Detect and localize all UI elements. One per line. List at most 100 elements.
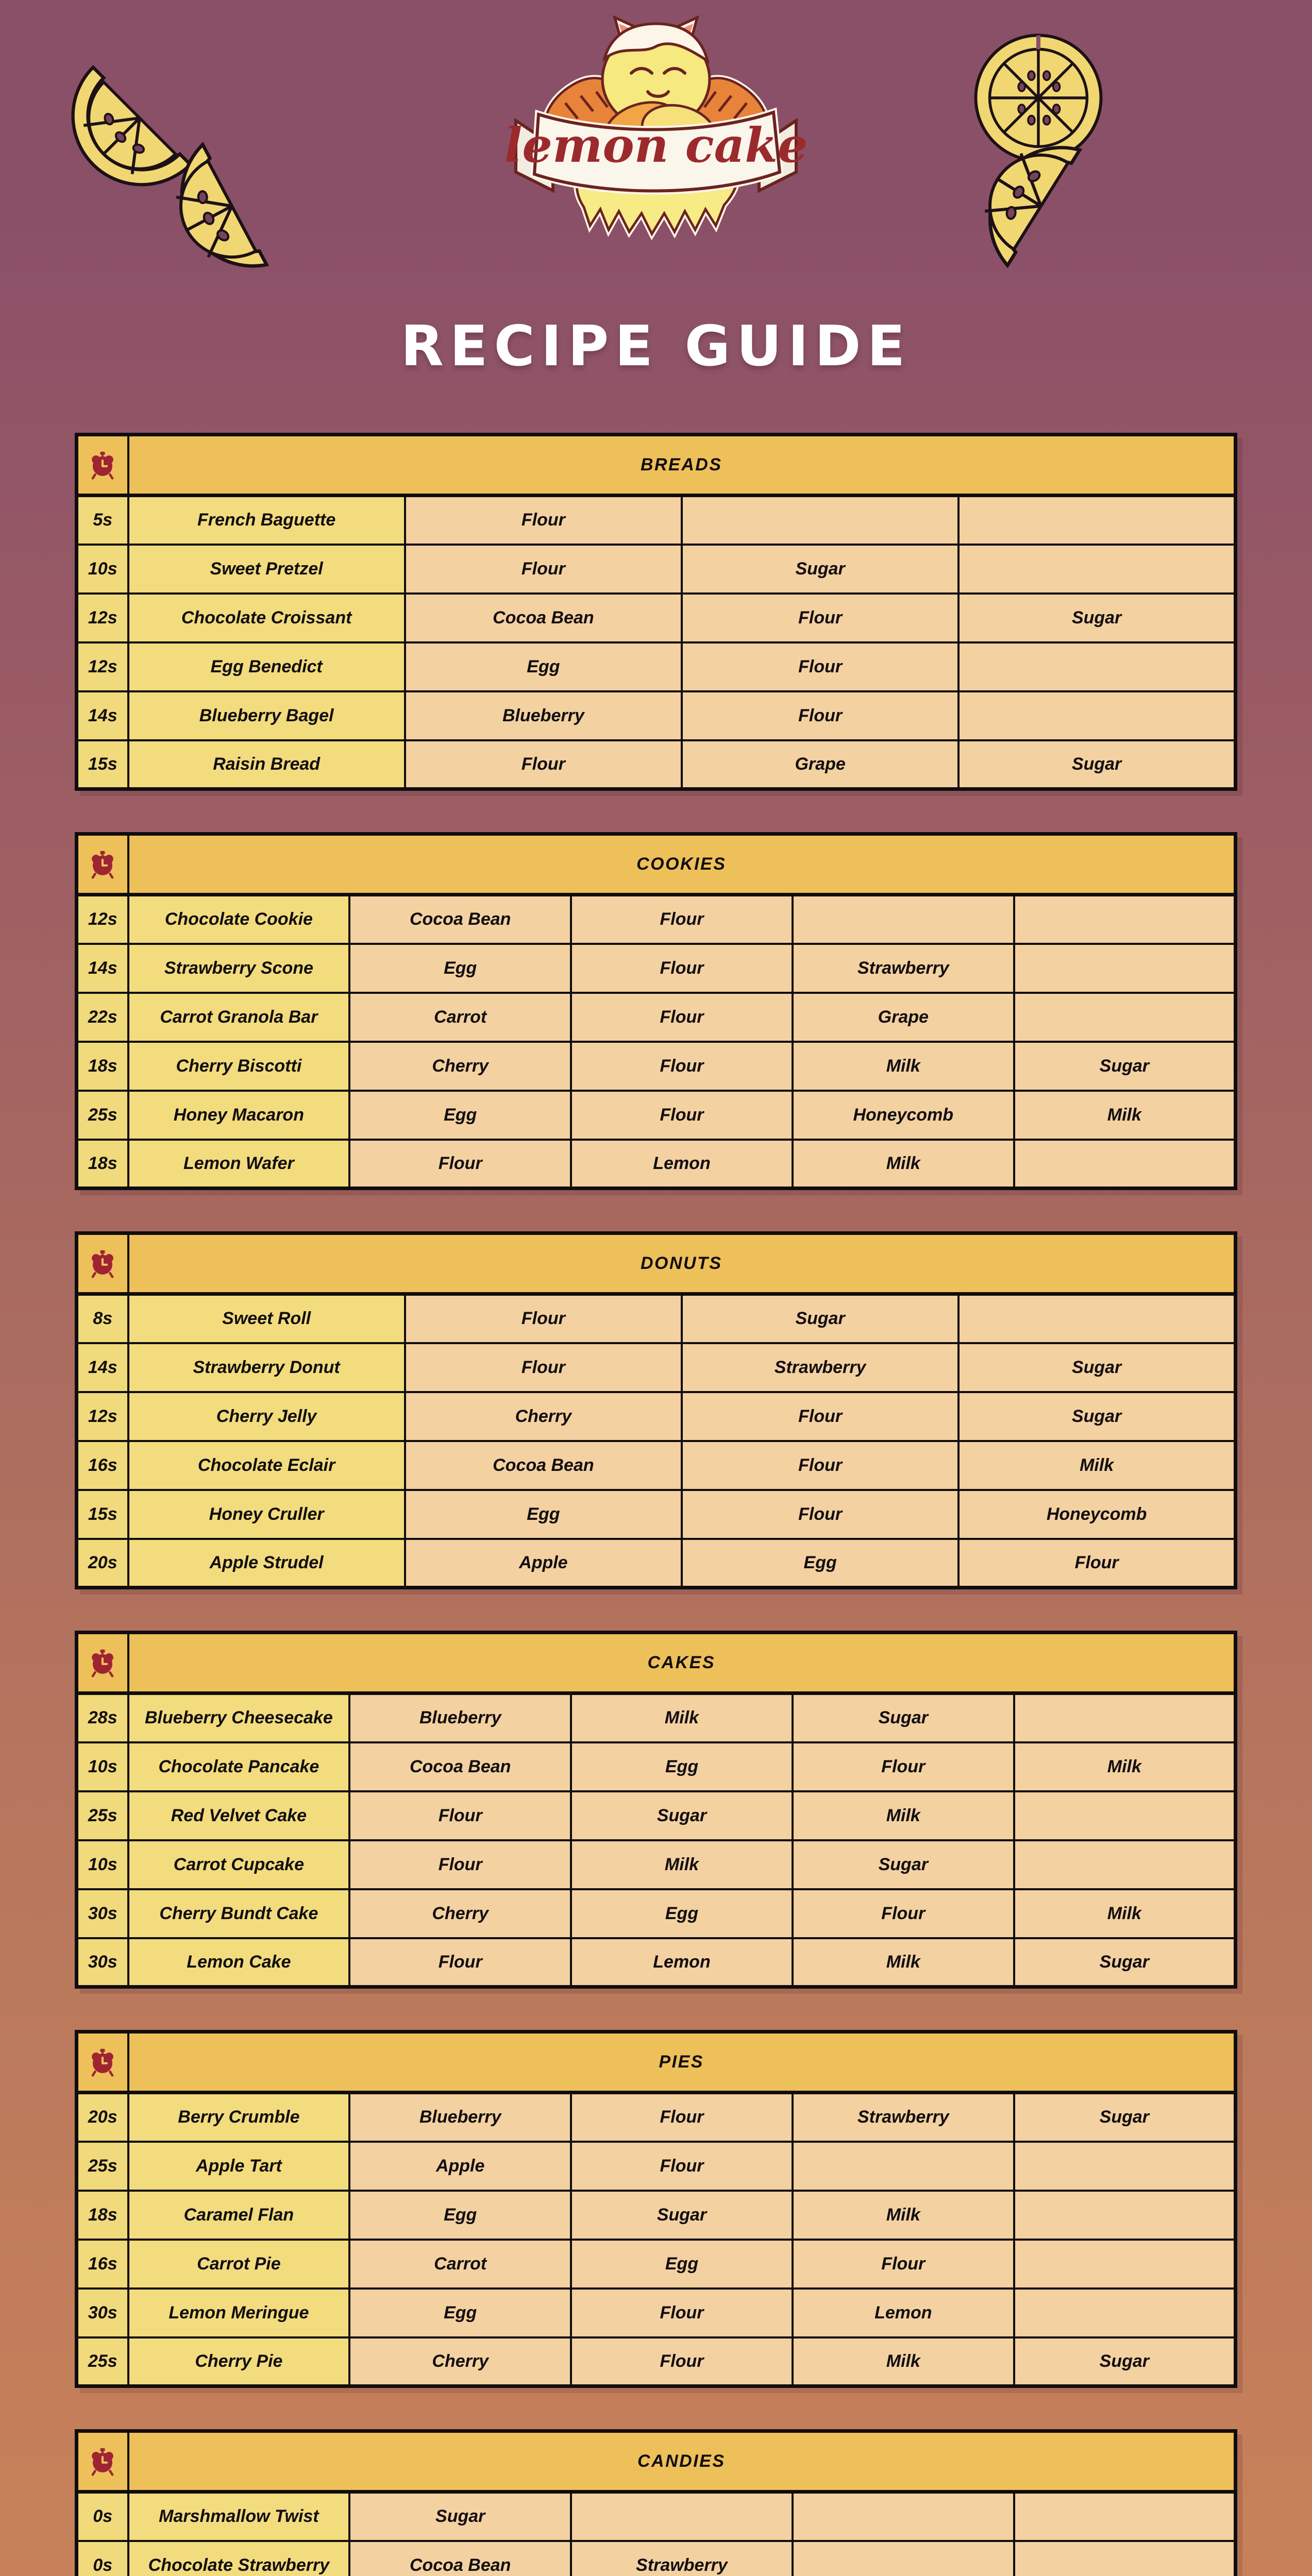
table-row: 12s Chocolate Cookie Cocoa Bean Flour <box>75 893 1237 945</box>
recipe-ingredient-cell <box>1013 893 1237 945</box>
recipe-ingredient-cell: Flour <box>791 1888 1015 1939</box>
recipe-name-cell: Cherry Biscotti <box>127 1040 351 1092</box>
recipe-time-cell: 0s <box>75 2539 129 2576</box>
recipe-ingredient-cell: Apple <box>403 1537 683 1589</box>
recipe-ingredient-cell: Flour <box>403 543 683 595</box>
table-row: 25s Cherry Pie Cherry Flour Milk Sugar <box>75 2336 1237 2387</box>
recipe-table-cakes: CAKES 28s Blueberry Cheesecake Blueberry Mil… <box>75 1631 1237 1989</box>
table-row: 25s Apple Tart Apple Flour <box>75 2140 1237 2192</box>
recipe-name-cell: Chocolate Croissant <box>127 592 406 643</box>
recipe-ingredient-cell: Flour <box>791 2238 1015 2290</box>
recipe-name-cell: Honey Cruller <box>127 1488 406 1540</box>
recipe-ingredient-cell: Flour <box>680 1488 960 1540</box>
recipe-ingredient-cell: Grape <box>791 991 1015 1043</box>
recipe-time-cell: 20s <box>75 1537 129 1589</box>
recipe-time-cell: 10s <box>75 1741 129 1792</box>
recipe-ingredient-cell <box>1013 1839 1237 1890</box>
recipe-name-cell: French Baguette <box>127 494 406 546</box>
recipe-ingredient-cell: Egg <box>570 1888 794 1939</box>
table-row: 30s Lemon Cake Flour Lemon Milk Sugar <box>75 1937 1237 1988</box>
recipe-ingredient-cell: Milk <box>570 1839 794 1890</box>
recipe-ingredient-cell: Flour <box>348 1138 573 1190</box>
recipe-time-cell: 14s <box>75 690 129 741</box>
recipe-ingredient-cell: Sugar <box>1013 1937 1237 1988</box>
table-header-row: PIES <box>75 2030 1237 2094</box>
recipe-time-cell: 25s <box>75 2140 129 2192</box>
lemon-cake-logo: lemon cake <box>440 5 872 294</box>
table-row: 15s Raisin Bread Flour Grape Sugar <box>75 739 1237 790</box>
recipe-ingredient-cell <box>680 494 960 546</box>
alarm-clock-icon <box>75 2030 129 2094</box>
recipe-ingredient-cell: Carrot <box>348 991 573 1043</box>
recipe-name-cell: Chocolate Eclair <box>127 1439 406 1491</box>
lemon-wedge-right-icon <box>964 129 1118 286</box>
recipe-time-cell: 22s <box>75 991 129 1043</box>
recipe-ingredient-cell: Egg <box>570 1741 794 1792</box>
recipe-time-cell: 18s <box>75 1138 129 1190</box>
table-row: 12s Chocolate Croissant Cocoa Bean Flour Sug… <box>75 592 1237 643</box>
recipe-name-cell: Raisin Bread <box>127 739 406 790</box>
recipe-time-cell: 25s <box>75 1089 129 1141</box>
recipe-time-cell: 28s <box>75 1692 129 1743</box>
recipe-time-cell: 16s <box>75 1439 129 1491</box>
recipe-ingredient-cell <box>1013 2189 1237 2241</box>
recipe-ingredient-cell: Milk <box>1013 1741 1237 1792</box>
recipe-time-cell: 8s <box>75 1293 129 1344</box>
lemon-slice-icon <box>969 28 1108 170</box>
table-row: 0s Chocolate Strawberry Cocoa Bean Strawber… <box>75 2539 1237 2576</box>
recipe-ingredient-cell: Flour <box>791 1741 1015 1792</box>
recipe-time-cell: 15s <box>75 739 129 790</box>
recipe-ingredient-cell: Flour <box>570 893 794 945</box>
recipe-name-cell: Sweet Pretzel <box>127 543 406 595</box>
recipe-ingredient-cell: Lemon <box>570 1937 794 1988</box>
recipe-ingredient-cell: Honeycomb <box>957 1488 1237 1540</box>
recipe-time-cell: 10s <box>75 543 129 595</box>
recipe-ingredient-cell: Lemon <box>570 1138 794 1190</box>
recipe-ingredient-cell: Flour <box>680 1439 960 1491</box>
recipe-ingredient-cell: Flour <box>570 2091 794 2143</box>
recipe-ingredient-cell: Cherry <box>348 2336 573 2387</box>
recipe-name-cell: Apple Strudel <box>127 1537 406 1589</box>
recipe-ingredient-cell <box>1013 2539 1237 2576</box>
recipe-ingredient-cell: Cherry <box>348 1888 573 1939</box>
recipe-ingredient-cell: Flour <box>570 2140 794 2192</box>
recipe-ingredient-cell: Grape <box>680 739 960 790</box>
recipe-ingredient-cell <box>1013 1692 1237 1743</box>
recipe-ingredient-cell <box>1013 2238 1237 2290</box>
recipe-table-breads: BREADS 5s French Baguette Flour 10s Sweet Pre… <box>75 433 1237 791</box>
table-row: 8s Sweet Roll Flour Sugar <box>75 1293 1237 1344</box>
alarm-clock-icon <box>75 833 129 896</box>
table-row: 10s Sweet Pretzel Flour Sugar <box>75 543 1237 595</box>
recipe-table-candies: CANDIES 0s Marshmallow Twist Sugar 0s Chocola… <box>75 2429 1237 2576</box>
alarm-clock-icon <box>75 1232 129 1296</box>
recipe-ingredient-cell: Milk <box>791 1138 1015 1190</box>
recipe-ingredient-cell: Cherry <box>403 1391 683 1442</box>
table-row: 25s Red Velvet Cake Flour Sugar Milk <box>75 1790 1237 1841</box>
recipe-name-cell: Carrot Granola Bar <box>127 991 351 1043</box>
recipe-ingredient-cell: Sugar <box>570 2189 794 2241</box>
recipe-ingredient-cell: Sugar <box>791 1839 1015 1890</box>
recipe-name-cell: Lemon Meringue <box>127 2287 351 2338</box>
recipe-time-cell: 12s <box>75 1391 129 1442</box>
logo-script-text: lemon cake <box>504 117 808 173</box>
recipe-ingredient-cell <box>957 690 1237 741</box>
recipe-table-cookies: COOKIES 12s Chocolate Cookie Cocoa Bean Flou… <box>75 832 1237 1190</box>
recipe-name-cell: Lemon Wafer <box>127 1138 351 1190</box>
recipe-ingredient-cell: Flour <box>570 991 794 1043</box>
alarm-clock-icon <box>75 2430 129 2494</box>
recipe-name-cell: Marshmallow Twist <box>127 2490 351 2542</box>
table-row: 15s Honey Cruller Egg Flour Honeycomb <box>75 1488 1237 1540</box>
table-row: 18s Cherry Biscotti Cherry Flour Milk Sugar <box>75 1040 1237 1092</box>
table-category-title: CAKES <box>127 1631 1237 1695</box>
recipe-ingredient-cell: Flour <box>348 1790 573 1841</box>
recipe-ingredient-cell <box>1013 1790 1237 1841</box>
recipe-name-cell: Lemon Cake <box>127 1937 351 1988</box>
recipe-ingredient-cell: Milk <box>791 2336 1015 2387</box>
table-row: 16s Chocolate Eclair Cocoa Bean Flour Milk <box>75 1439 1237 1491</box>
recipe-ingredient-cell: Flour <box>957 1537 1237 1589</box>
recipe-ingredient-cell <box>1013 942 1237 994</box>
recipe-ingredient-cell: Sugar <box>957 1342 1237 1393</box>
table-row: 10s Chocolate Pancake Cocoa Bean Egg Flour Mi… <box>75 1741 1237 1792</box>
table-row: 16s Carrot Pie Carrot Egg Flour <box>75 2238 1237 2290</box>
recipe-ingredient-cell: Milk <box>957 1439 1237 1491</box>
